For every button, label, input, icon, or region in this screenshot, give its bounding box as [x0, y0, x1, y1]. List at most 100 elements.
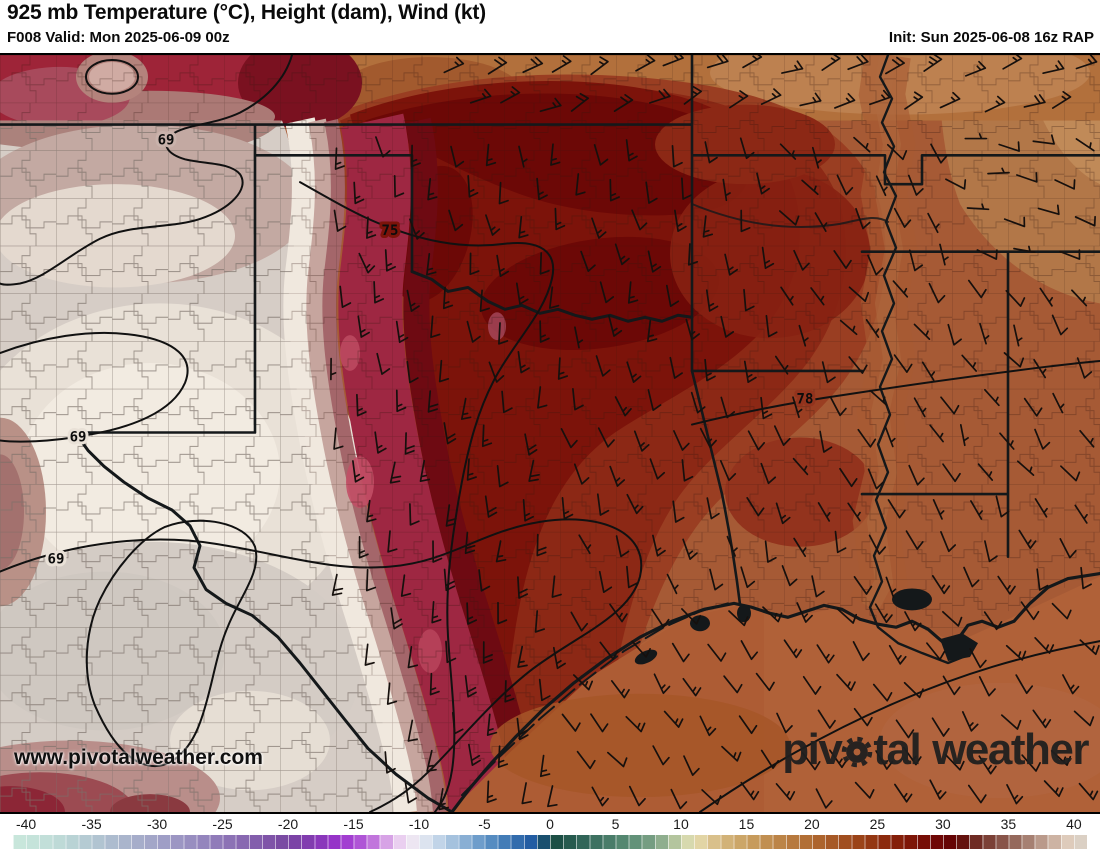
wind-barb: [573, 463, 590, 485]
height-contour-78-gulf: [699, 640, 1100, 812]
wind-barb: [701, 789, 722, 806]
wind-barb: [404, 781, 418, 804]
wind-barb: [855, 207, 871, 230]
mississippi-river: [868, 55, 970, 665]
colorbar-tick: 15: [738, 816, 755, 832]
wind-barb: [836, 174, 854, 196]
wind-barb: [721, 745, 742, 762]
wind-barb: [801, 751, 821, 771]
wind-barb: [572, 674, 594, 691]
wind-barb: [704, 141, 718, 164]
colorbar-tick: -20: [277, 816, 299, 832]
wind-barb: [443, 422, 457, 445]
wind-barb: [781, 60, 804, 74]
wind-barb: [1016, 460, 1035, 476]
wind-barb: [796, 602, 813, 623]
wind-barb: [671, 642, 690, 663]
wind-barb: [635, 55, 656, 72]
wind-barb: [591, 786, 609, 807]
colorbar-tick: 0: [546, 816, 554, 832]
wind-barb: [1021, 754, 1041, 772]
weather-map-image: 69 69 69 75 78: [0, 55, 1100, 812]
wind-barb: [561, 497, 574, 520]
wind-barb: [496, 254, 510, 277]
wind-barb: [742, 55, 763, 69]
contour-label-75: 75: [382, 223, 399, 239]
wind-barb: [740, 781, 760, 801]
wind-barb: [515, 282, 529, 305]
wind-barb: [998, 141, 1020, 152]
red-river-border: [410, 270, 694, 323]
wind-barb: [498, 322, 509, 345]
wind-barb: [427, 390, 439, 413]
wind-barb: [756, 172, 770, 195]
colorbar-tick: -30: [146, 816, 168, 832]
wind-barb: [931, 575, 951, 595]
wind-barb: [357, 315, 370, 338]
contour-labels: 69 69 69 75 78: [45, 129, 817, 570]
wind-barb: [904, 611, 922, 632]
wind-barb: [682, 677, 702, 697]
wind-barb: [426, 253, 437, 276]
wind-barb: [1016, 172, 1038, 183]
wind-barb: [384, 249, 396, 272]
wind-barb: [539, 754, 551, 778]
wind-barb: [645, 181, 658, 204]
wind-barb: [963, 566, 980, 588]
wind-barb: [815, 788, 833, 809]
wind-barb: [779, 143, 797, 160]
wind-barb: [1032, 709, 1052, 729]
wind-barb: [528, 459, 540, 482]
colorbar-tick: 35: [1000, 816, 1017, 832]
wind-barb: [706, 55, 729, 69]
wind-barb: [853, 136, 871, 153]
wind-barb: [792, 457, 809, 476]
wind-barb: [538, 678, 551, 702]
height-contours-layer: [0, 55, 1100, 812]
wind-barb: [814, 212, 828, 232]
wind-barb: [595, 355, 611, 377]
wind-barb: [487, 56, 508, 75]
wind-barb: [647, 389, 662, 411]
colorbar-tick: 5: [611, 816, 620, 832]
wind-barb: [334, 147, 345, 170]
wind-barb: [908, 464, 925, 486]
wind-barb: [469, 252, 480, 276]
wind-barb: [516, 717, 529, 741]
wind-barb: [729, 90, 749, 109]
wind-barb: [967, 279, 987, 299]
wind-barb: [407, 719, 419, 742]
wind-barb: [647, 250, 662, 273]
wind-barb: [1051, 314, 1069, 336]
page-title: 925 mb Temperature (°C), Height (dam), W…: [7, 1, 486, 24]
wind-barb: [829, 395, 847, 417]
wind-barb: [672, 500, 685, 523]
wind-barb: [1003, 352, 1025, 368]
wind-barb: [1023, 397, 1043, 417]
wind-barb: [590, 713, 609, 733]
wind-barb: [834, 92, 856, 109]
wind-barb: [407, 645, 419, 669]
wind-barb: [400, 574, 412, 597]
wind-barb: [1051, 90, 1072, 109]
wind-barb: [406, 360, 419, 384]
wind-barb: [390, 607, 403, 630]
wind-barb: [464, 675, 477, 698]
wind-barb: [495, 540, 507, 563]
wind-barb: [333, 209, 347, 232]
wind-barb: [578, 534, 592, 555]
wind-barb: [652, 534, 666, 557]
wind-barb: [539, 97, 562, 113]
wind-barb: [404, 432, 415, 455]
wind-barb: [821, 361, 836, 384]
wind-barb: [848, 356, 868, 374]
wind-barb: [743, 360, 757, 383]
wind-barb: [760, 749, 780, 769]
wind-barb: [869, 89, 891, 106]
wind-barb: [792, 396, 803, 419]
wind-barb: [865, 319, 880, 338]
wind-barb: [848, 286, 870, 303]
wind-barb: [783, 639, 803, 659]
wind-barb: [517, 645, 528, 668]
wind-barb: [760, 88, 782, 106]
